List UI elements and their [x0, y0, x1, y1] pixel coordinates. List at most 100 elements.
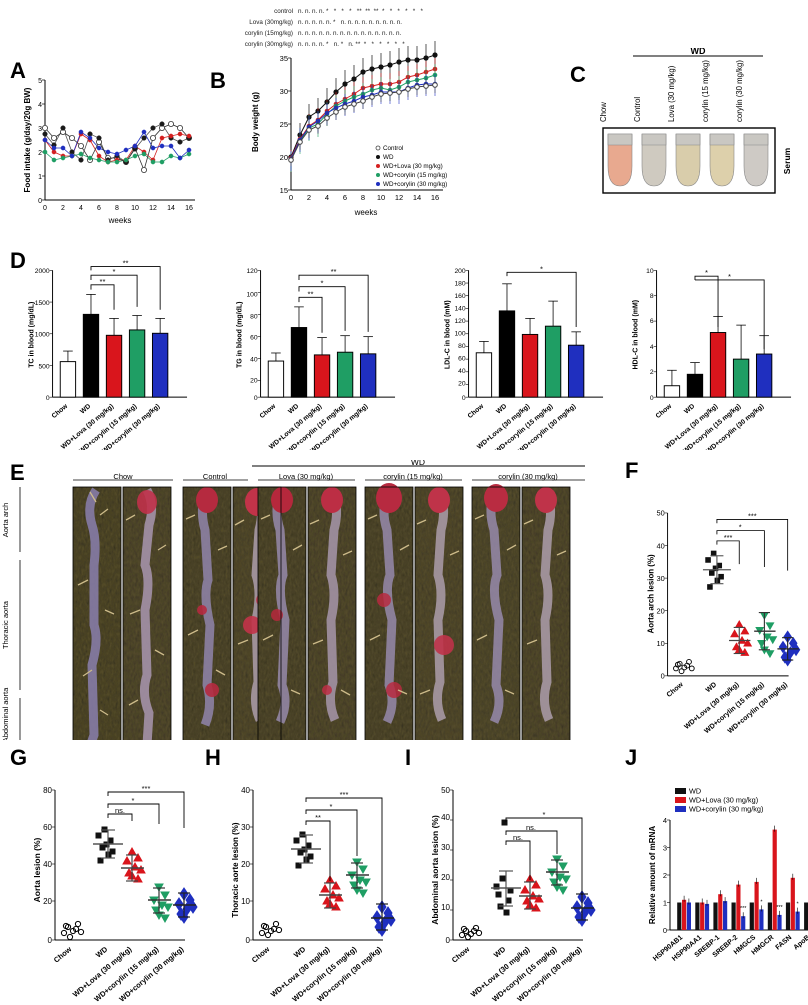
svg-text:8: 8: [361, 193, 365, 202]
svg-text:60: 60: [250, 335, 258, 342]
svg-text:4: 4: [79, 205, 83, 212]
svg-text:25: 25: [280, 120, 288, 129]
svg-text:Body weight (g): Body weight (g): [251, 92, 260, 152]
svg-text:20: 20: [657, 606, 665, 615]
svg-text:80: 80: [43, 786, 52, 795]
svg-text:LDL-C in blood (mM): LDL-C in blood (mM): [444, 300, 451, 369]
svg-text:60: 60: [458, 356, 466, 363]
svg-text:HDL-C in blood (mM): HDL-C in blood (mM): [632, 300, 639, 370]
svg-text:WD: WD: [292, 944, 308, 959]
svg-text:16: 16: [185, 205, 193, 212]
svg-text:*: *: [705, 268, 708, 277]
svg-text:80: 80: [458, 343, 466, 350]
svg-text:n. n. n. n. * n. * n. **: n. n. n. n. * n. * n. ** * * * * * *: [298, 41, 405, 48]
svg-text:0: 0: [38, 198, 42, 205]
svg-text:**: **: [308, 289, 314, 298]
svg-text:corylin (15 mg/kg): corylin (15 mg/kg): [701, 60, 710, 122]
svg-text:120: 120: [454, 318, 465, 325]
svg-text:14: 14: [413, 193, 421, 202]
svg-text:corylin (15mg/kg): corylin (15mg/kg): [245, 30, 293, 37]
svg-text:Abdominal aorta lesion (%): Abdominal aorta lesion (%): [430, 815, 440, 925]
svg-text:10: 10: [131, 205, 139, 212]
svg-text:Aorta lesion (%): Aorta lesion (%): [32, 837, 42, 902]
svg-text:***: ***: [748, 512, 757, 521]
svg-text:Chow: Chow: [52, 945, 74, 965]
svg-text:2: 2: [650, 369, 654, 376]
svg-text:1: 1: [38, 174, 42, 181]
svg-text:10: 10: [441, 903, 450, 912]
svg-text:1: 1: [663, 899, 667, 908]
svg-text:***: ***: [340, 790, 349, 799]
svg-text:50: 50: [441, 786, 450, 795]
svg-text:corylin (15 mg/kg): corylin (15 mg/kg): [383, 472, 443, 481]
svg-text:3: 3: [663, 844, 667, 853]
svg-text:500: 500: [38, 363, 49, 370]
svg-text:3: 3: [38, 126, 42, 133]
svg-text:WD: WD: [683, 403, 696, 416]
svg-text:40: 40: [657, 541, 665, 550]
svg-text:TG in blood (mg/dL): TG in blood (mg/dL): [236, 301, 243, 367]
svg-text:20: 20: [43, 897, 52, 906]
svg-text:Chow: Chow: [450, 945, 472, 965]
svg-text:WD: WD: [689, 787, 701, 796]
svg-text:ns.: ns.: [513, 833, 523, 842]
svg-text:WD+corylin (15 mg/kg): WD+corylin (15 mg/kg): [383, 172, 447, 179]
svg-text:0: 0: [661, 672, 665, 681]
svg-text:*: *: [540, 264, 543, 273]
svg-text:WD: WD: [287, 403, 300, 416]
svg-text:FASN: FASN: [774, 934, 793, 951]
svg-text:0: 0: [48, 936, 53, 945]
svg-text:***: ***: [142, 784, 151, 793]
svg-text:weeks: weeks: [108, 216, 132, 225]
svg-text:*: *: [321, 279, 324, 288]
svg-text:Control: Control: [633, 97, 642, 122]
svg-text:30: 30: [280, 87, 288, 96]
svg-text:WD+corylin (30 mg/kg): WD+corylin (30 mg/kg): [383, 181, 447, 188]
svg-text:0: 0: [650, 395, 654, 402]
svg-text:20: 20: [441, 873, 450, 882]
svg-text:WD: WD: [495, 403, 508, 416]
svg-text:8: 8: [115, 205, 119, 212]
svg-text:n. n. n. n. n. * n. n. n. n.: n. n. n. n. n. * n. n. n. n. n. n. n. n.…: [298, 19, 402, 26]
svg-text:Chow: Chow: [666, 681, 685, 699]
svg-text:35: 35: [280, 54, 288, 63]
svg-text:10: 10: [377, 193, 385, 202]
svg-text:Control: Control: [203, 472, 228, 481]
svg-text:WD+corylin (30 mg/kg): WD+corylin (30 mg/kg): [689, 805, 763, 814]
svg-text:10: 10: [241, 897, 250, 906]
svg-text:***: ***: [740, 906, 747, 912]
svg-text:corylin (30 mg/kg): corylin (30 mg/kg): [735, 60, 744, 122]
svg-text:*: *: [330, 802, 333, 811]
svg-text:6: 6: [650, 318, 654, 325]
svg-text:control: control: [274, 8, 293, 15]
svg-text:0: 0: [43, 205, 47, 212]
svg-text:10: 10: [646, 268, 654, 275]
svg-text:12: 12: [149, 205, 157, 212]
svg-text:*: *: [797, 902, 800, 908]
svg-text:Chow: Chow: [259, 402, 278, 420]
svg-text:40: 40: [241, 786, 250, 795]
svg-text:n. n. n. n. n. n. n. n. n. n.: n. n. n. n. n. n. n. n. n. n. n. n. n. n…: [298, 30, 402, 37]
svg-text:2: 2: [38, 150, 42, 157]
svg-text:2: 2: [663, 871, 667, 880]
svg-text:Food intake (g/day/20g BW): Food intake (g/day/20g BW): [23, 87, 32, 192]
svg-text:40: 40: [43, 860, 52, 869]
svg-text:20: 20: [280, 153, 288, 162]
svg-text:Chow: Chow: [113, 472, 133, 481]
svg-text:WD+Lova (30 mg/kg): WD+Lova (30 mg/kg): [689, 796, 758, 805]
svg-text:TC in blood (mg/dL): TC in blood (mg/dL): [28, 302, 35, 368]
svg-text:2: 2: [61, 205, 65, 212]
svg-text:15: 15: [280, 186, 288, 195]
svg-text:0: 0: [289, 193, 293, 202]
svg-text:Control: Control: [383, 145, 403, 152]
svg-text:ns.: ns.: [526, 823, 536, 832]
svg-text:Chow: Chow: [467, 402, 486, 420]
svg-text:10: 10: [657, 639, 665, 648]
svg-text:4: 4: [650, 344, 654, 351]
svg-text:Thoracic aorte lesion (%): Thoracic aorte lesion (%): [231, 822, 240, 917]
svg-text:corylin (30mg/kg): corylin (30mg/kg): [245, 41, 293, 48]
svg-text:20: 20: [458, 381, 466, 388]
svg-text:***: ***: [776, 905, 783, 911]
svg-text:Abdominal aorta: Abdominal aorta: [1, 687, 10, 740]
svg-text:160: 160: [454, 293, 465, 300]
